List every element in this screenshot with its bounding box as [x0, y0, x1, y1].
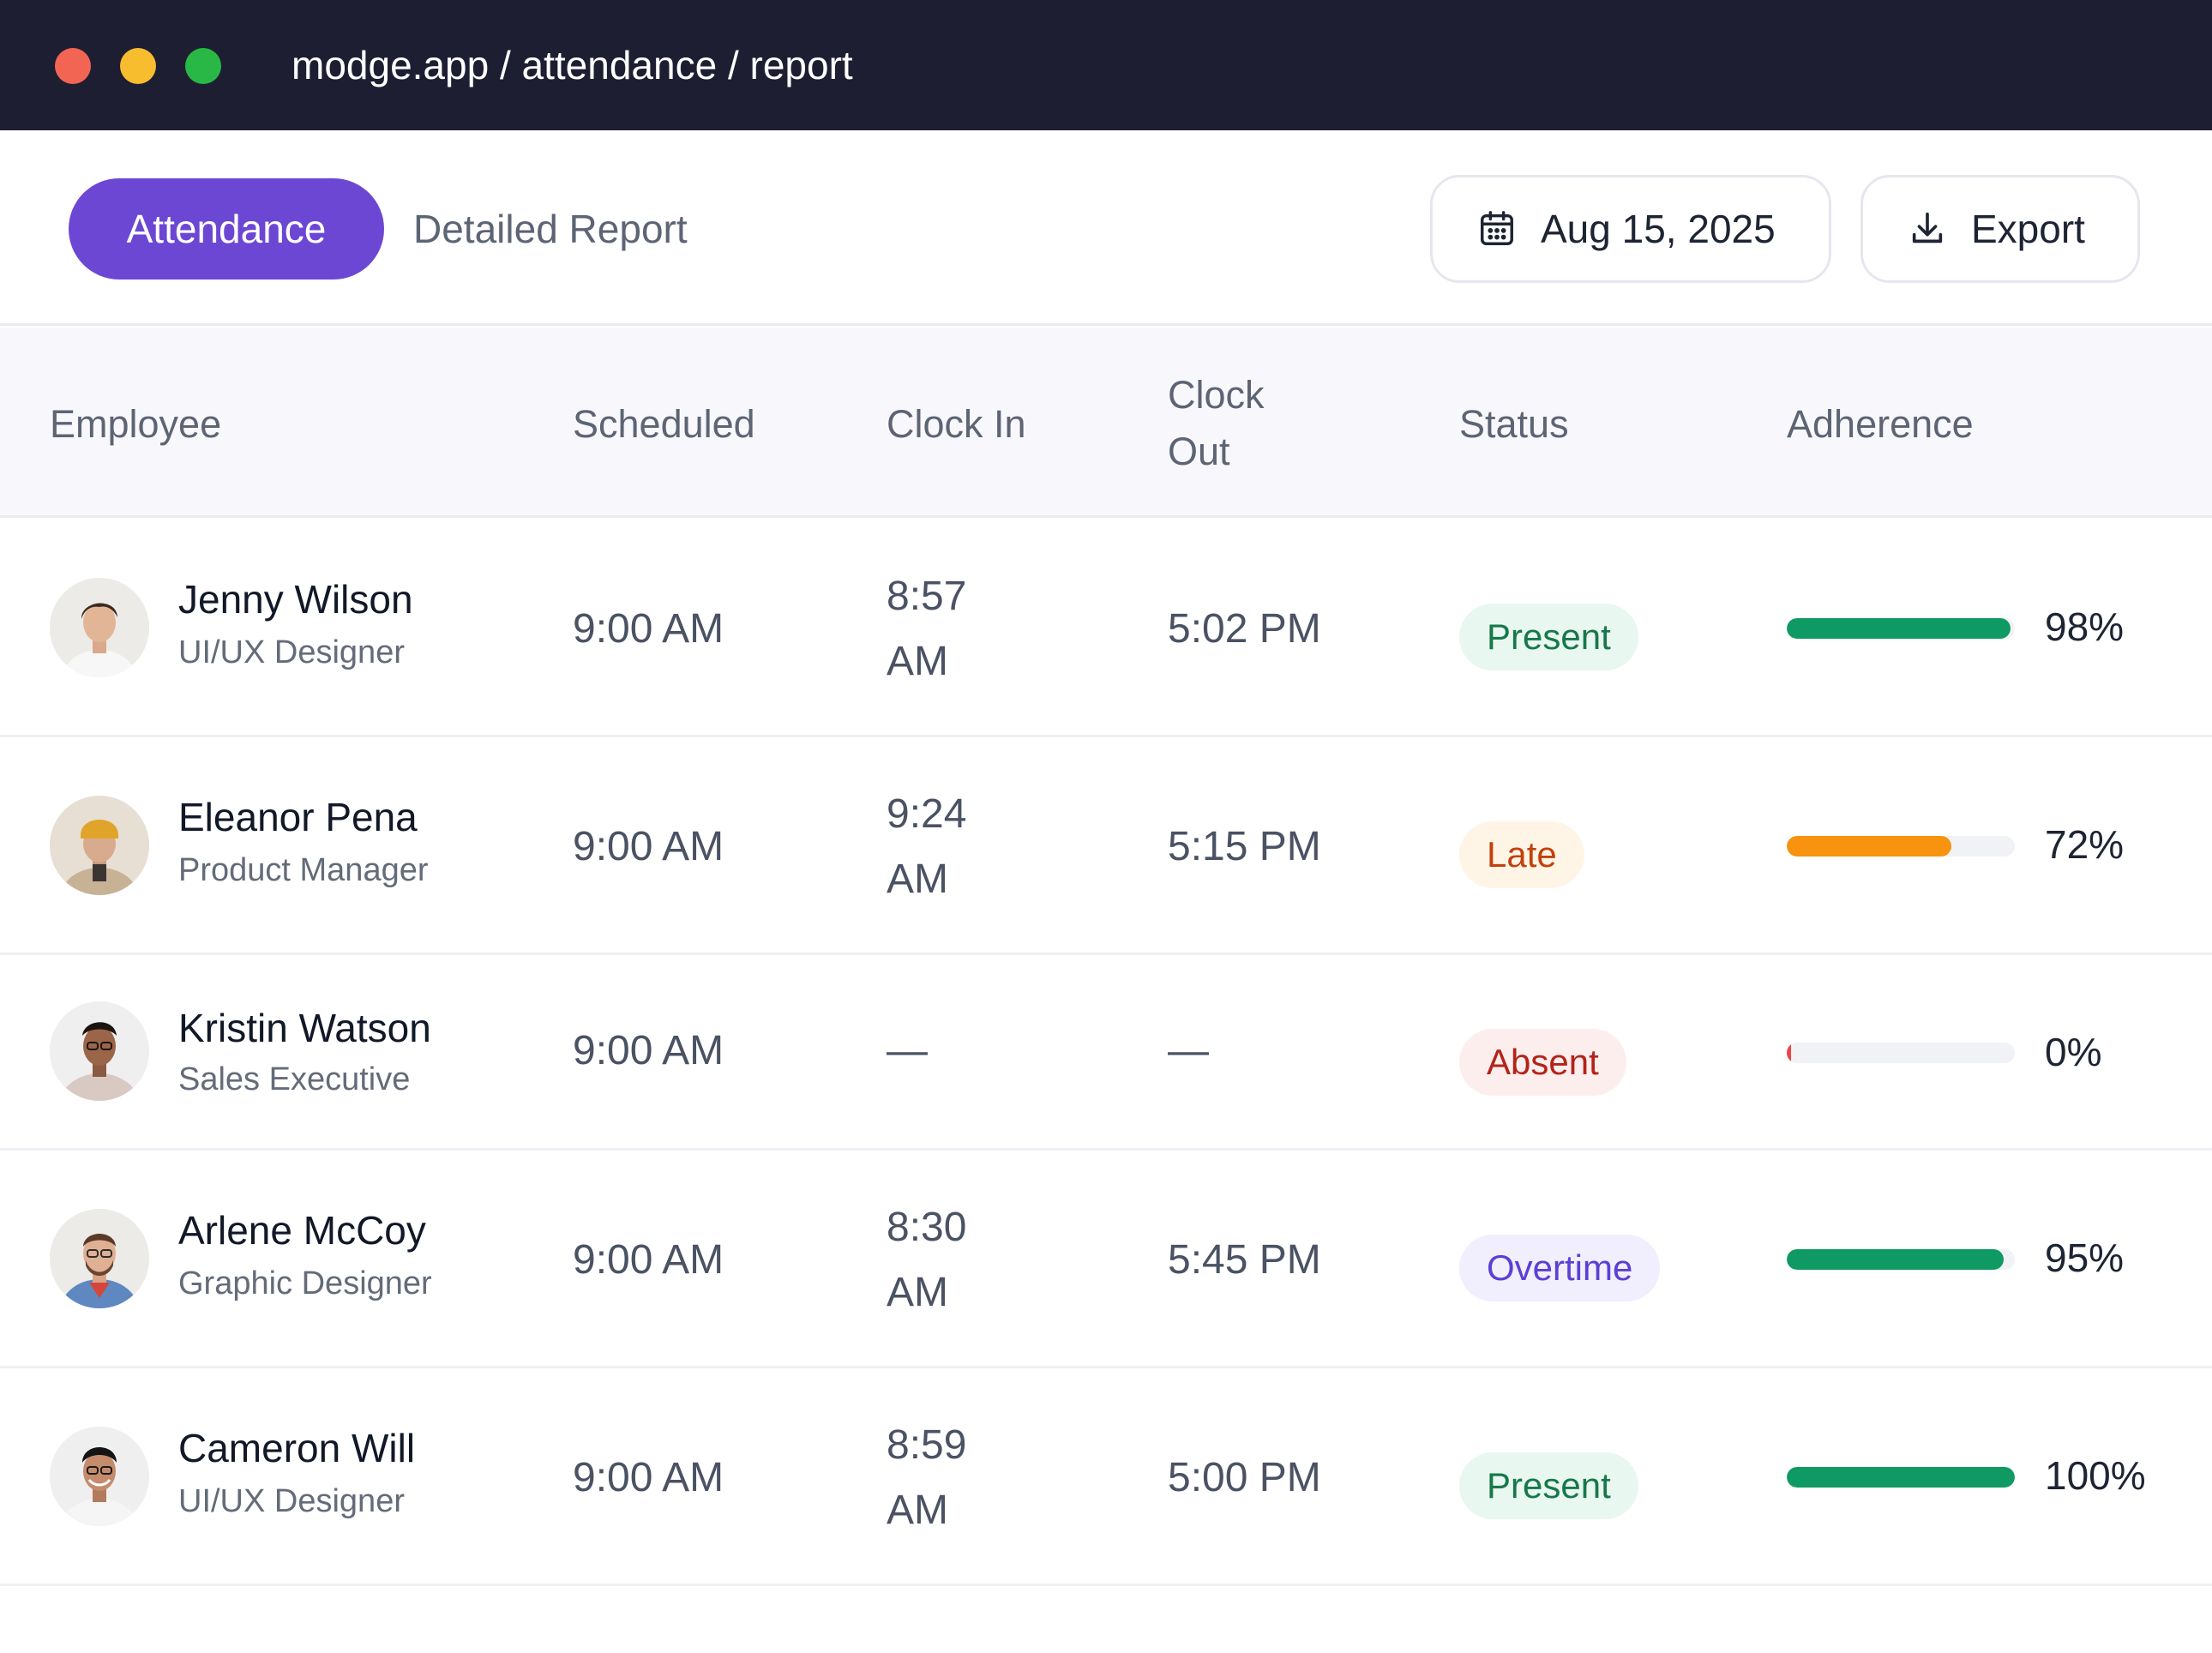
clock-in-time: 8:30 AM [887, 1205, 967, 1315]
status-badge: Late [1459, 821, 1584, 888]
adherence-bar [1787, 618, 2015, 639]
adherence-bar [1787, 1249, 2015, 1270]
scheduled-time: 9:00 AM [573, 1237, 724, 1283]
adherence-percent: 100% [2045, 1453, 2146, 1498]
table-row[interactable]: Cameron Will UI/UX Designer 9:00 AM 8:59… [0, 1368, 2212, 1586]
employee-role: Graphic Designer [178, 1265, 432, 1301]
employee-role: UI/UX Designer [178, 634, 405, 670]
clock-out-time: — [1168, 1028, 1209, 1073]
adherence-percent: 0% [2045, 1030, 2102, 1074]
avatar [50, 796, 149, 895]
download-icon [1912, 212, 1943, 243]
status-badge: Absent [1459, 1029, 1626, 1096]
table-header: Employee Scheduled Clock In Clock Out St… [0, 328, 2212, 518]
tab-attendance[interactable]: Attendance [69, 178, 384, 280]
adherence-bar-fill [1787, 1249, 2004, 1270]
clock-in-time: 9:24 AM [887, 791, 967, 902]
column-header-scheduled[interactable]: Scheduled [573, 402, 755, 446]
clock-in-time: — [887, 1028, 928, 1073]
export-label: Export [1971, 207, 2085, 251]
avatar [50, 578, 149, 677]
tab-detailed-report[interactable]: Detailed Report [413, 207, 688, 251]
employee-name[interactable]: Kristin Watson [178, 1006, 431, 1050]
status-badge: Overtime [1459, 1235, 1661, 1301]
address-url[interactable]: modge.app / attendance / report [292, 43, 853, 87]
minimize-window-button[interactable] [120, 48, 156, 84]
calendar-icon [1481, 211, 1513, 245]
column-header-clock-out[interactable]: Clock Out [1168, 373, 1265, 473]
employee-name[interactable]: Arlene McCoy [178, 1208, 426, 1253]
adherence-bar-fill [1787, 1043, 1792, 1063]
column-header-employee[interactable]: Employee [50, 402, 222, 446]
date-picker-button[interactable]: Aug 15, 2025 [1430, 175, 1831, 283]
adherence-percent: 98% [2045, 604, 2125, 649]
export-button[interactable]: Export [1860, 175, 2140, 283]
close-window-button[interactable] [55, 48, 91, 84]
adherence-bar-fill [1787, 618, 2011, 639]
adherence-percent: 72% [2045, 822, 2125, 867]
table-row[interactable]: Jenny Wilson UI/UX Designer 9:00 AM 8:57… [0, 520, 2212, 737]
table-row[interactable]: Kristin Watson Sales Executive 9:00 AM —… [0, 955, 2212, 1151]
status-badge: Present [1459, 604, 1638, 670]
clock-out-time: 5:00 PM [1168, 1455, 1321, 1500]
clock-out-time: 5:15 PM [1168, 824, 1321, 869]
column-header-status[interactable]: Status [1459, 402, 1569, 446]
clock-in-time: 8:57 AM [887, 574, 967, 684]
adherence-bar [1787, 1043, 2015, 1063]
adherence-bar-fill [1787, 1467, 2015, 1488]
maximize-window-button[interactable] [185, 48, 221, 84]
adherence-percent: 95% [2045, 1235, 2125, 1280]
window-titlebar: modge.app / attendance / report [0, 0, 2212, 130]
scheduled-time: 9:00 AM [573, 1455, 724, 1500]
employee-role: Product Manager [178, 852, 429, 888]
employee-name[interactable]: Jenny Wilson [178, 577, 413, 622]
scheduled-time: 9:00 AM [573, 824, 724, 869]
adherence-bar [1787, 836, 2015, 857]
adherence-bar [1787, 1467, 2015, 1488]
date-label: Aug 15, 2025 [1541, 207, 1776, 251]
avatar [50, 1001, 149, 1101]
clock-out-time: 5:02 PM [1168, 606, 1321, 652]
table-row[interactable]: Arlene McCoy Graphic Designer 9:00 AM 8:… [0, 1151, 2212, 1368]
avatar [50, 1209, 149, 1308]
scheduled-time: 9:00 AM [573, 1028, 724, 1073]
clock-out-time: 5:45 PM [1168, 1237, 1321, 1283]
employee-name[interactable]: Eleanor Pena [178, 795, 418, 839]
table-row[interactable]: Eleanor Pena Product Manager 9:00 AM 9:2… [0, 737, 2212, 955]
scheduled-time: 9:00 AM [573, 606, 724, 652]
avatar [50, 1427, 149, 1526]
status-badge: Present [1459, 1452, 1638, 1519]
employee-role: UI/UX Designer [178, 1483, 405, 1519]
column-header-adherence[interactable]: Adherence [1787, 402, 1974, 446]
employee-role: Sales Executive [178, 1061, 411, 1097]
column-header-clock-in[interactable]: Clock In [887, 402, 1026, 446]
toolbar: Attendance Detailed Report Aug 15, 2025 … [0, 130, 2212, 326]
clock-in-time: 8:59 AM [887, 1422, 967, 1533]
employee-name[interactable]: Cameron Will [178, 1426, 416, 1470]
adherence-bar-fill [1787, 836, 1951, 857]
